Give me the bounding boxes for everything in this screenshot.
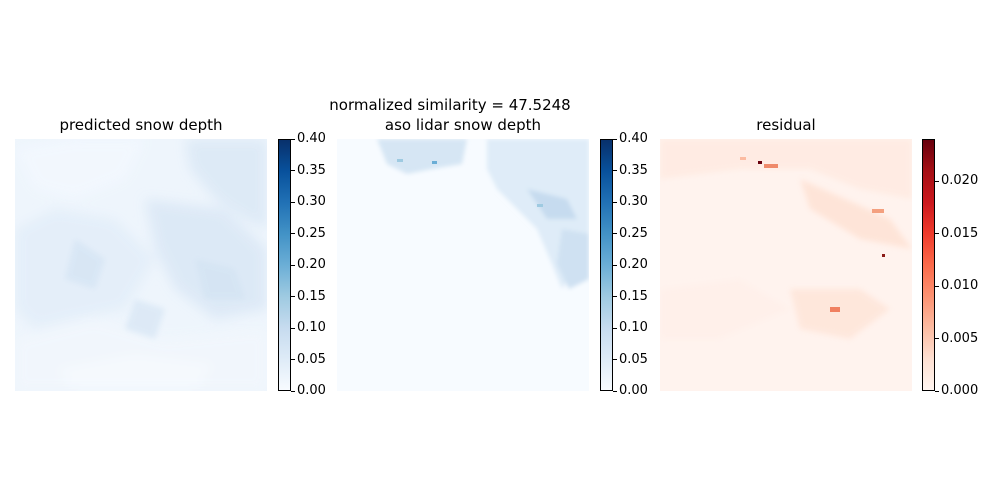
predicted-snow-depth-heatmap xyxy=(15,139,267,391)
colorbar-tick xyxy=(613,170,617,171)
colorbar-tick xyxy=(291,170,295,171)
colorbar-tick-label: 0.10 xyxy=(619,320,648,335)
colorbar-tick-label: 0.25 xyxy=(619,225,648,241)
colorbar-tick-label: 0.35 xyxy=(619,162,648,178)
residual-colorbar xyxy=(922,139,935,391)
colorbar-tick xyxy=(291,201,295,203)
colorbar-tick-label: 0.00 xyxy=(297,383,326,398)
aso-lidar-snow-depth-heatmap xyxy=(337,139,589,391)
colorbar-tick xyxy=(935,390,939,392)
colorbar-tick xyxy=(613,201,617,203)
colorbar-tick xyxy=(613,138,617,140)
colorbar-tick xyxy=(613,296,617,297)
colorbar-tick-label: 0.30 xyxy=(619,194,648,209)
colorbar-tick-label: 0.15 xyxy=(297,288,326,304)
colorbar-tick-label: 0.05 xyxy=(297,351,326,367)
aso-colorbar xyxy=(600,139,613,391)
colorbar-tick xyxy=(291,359,295,360)
colorbar-tick-label: 0.40 xyxy=(297,131,326,146)
colorbar-tick-label: 0.35 xyxy=(297,162,326,178)
colorbar-tick xyxy=(291,390,295,392)
colorbar-tick xyxy=(613,390,617,392)
figure-suptitle: normalized similarity = 47.5248 xyxy=(329,96,571,114)
colorbar-tick xyxy=(935,285,939,287)
panel1-title: predicted snow depth xyxy=(59,116,223,134)
colorbar-tick xyxy=(291,233,295,234)
colorbar-tick xyxy=(291,264,295,266)
colorbar-tick-label: 0.20 xyxy=(619,257,648,272)
colorbar-tick-label: 0.20 xyxy=(297,257,326,272)
colorbar-tick xyxy=(613,327,617,329)
colorbar-tick-label: 0.40 xyxy=(619,131,648,146)
colorbar-tick xyxy=(613,264,617,266)
colorbar-tick-label: 0.05 xyxy=(619,351,648,367)
colorbar-tick-label: 0.005 xyxy=(941,330,979,346)
colorbar-tick-label: 0.015 xyxy=(941,225,979,241)
colorbar-tick xyxy=(291,296,295,297)
colorbar-tick-label: 0.010 xyxy=(941,278,979,293)
colorbar-tick xyxy=(613,359,617,360)
colorbar-tick xyxy=(291,138,295,140)
panel3-title: residual xyxy=(756,116,816,134)
colorbar-tick xyxy=(935,338,939,339)
colorbar-tick-label: 0.020 xyxy=(941,173,979,188)
colorbar-tick xyxy=(613,233,617,234)
colorbar-tick-label: 0.25 xyxy=(297,225,326,241)
panel2-title: aso lidar snow depth xyxy=(384,116,542,134)
colorbar-tick xyxy=(291,327,295,329)
colorbar-tick xyxy=(935,233,939,234)
colorbar-tick-label: 0.10 xyxy=(297,320,326,335)
predicted-colorbar xyxy=(278,139,291,391)
residual-heatmap xyxy=(660,139,912,391)
colorbar-tick-label: 0.000 xyxy=(941,383,979,398)
colorbar-tick-label: 0.30 xyxy=(297,194,326,209)
colorbar-tick-label: 0.00 xyxy=(619,383,648,398)
colorbar-tick-label: 0.15 xyxy=(619,288,648,304)
colorbar-tick xyxy=(935,180,939,182)
